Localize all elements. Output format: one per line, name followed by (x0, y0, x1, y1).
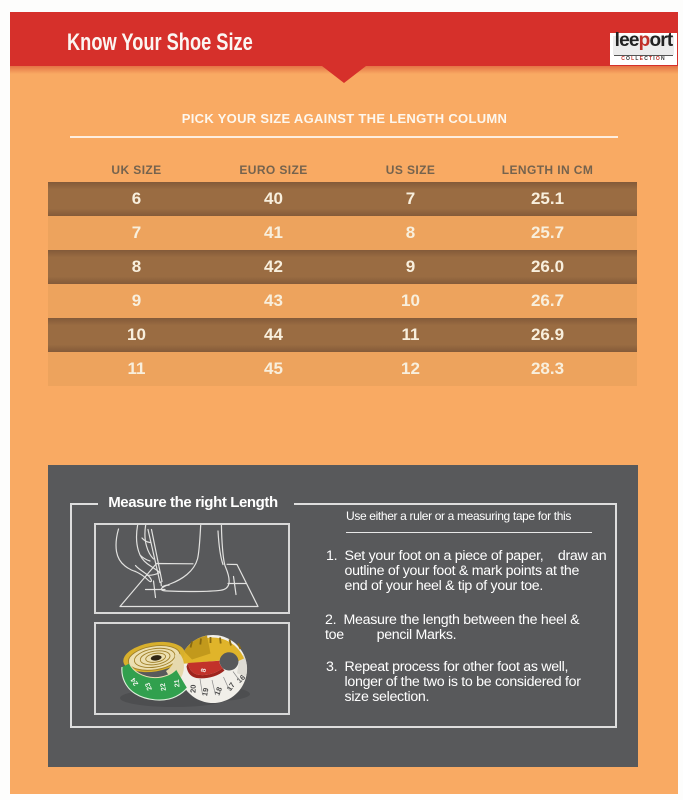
svg-text:24: 24 (130, 676, 140, 686)
svg-text:8: 8 (200, 668, 208, 673)
svg-text:19: 19 (200, 687, 210, 697)
svg-text:22: 22 (160, 682, 168, 691)
svg-text:20: 20 (189, 684, 198, 693)
svg-text:23: 23 (145, 681, 154, 691)
svg-text:17: 17 (225, 681, 237, 693)
svg-text:21: 21 (174, 679, 182, 687)
svg-text:18: 18 (213, 686, 224, 697)
